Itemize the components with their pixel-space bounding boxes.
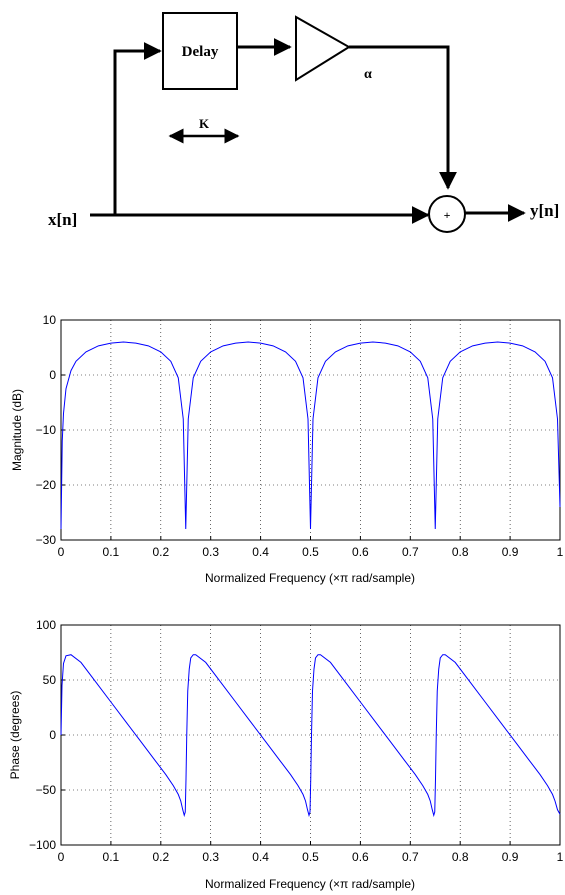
magnitude-y-label: Magnitude (dB)	[10, 389, 24, 471]
magnitude-y-tick-label: 10	[43, 313, 57, 327]
phase-x-label: Normalized Frequency (×π rad/sample)	[205, 877, 415, 891]
sum-label: +	[444, 208, 451, 222]
magnitude-x-tick-label: 0.2	[152, 545, 169, 559]
magnitude-x-tick-label: 0	[58, 545, 65, 559]
phase-x-tick-label: 0.1	[103, 850, 120, 864]
magnitude-y-tick-label: −10	[36, 423, 57, 437]
magnitude-y-tick-label: −30	[36, 533, 57, 547]
phase-x-tick-label: 0.9	[502, 850, 519, 864]
phase-y-tick-label: −50	[36, 783, 57, 797]
phase-y-label: Phase (degrees)	[8, 691, 22, 780]
phase-x-tick-label: 0.4	[252, 850, 269, 864]
magnitude-x-tick-label: 0.1	[103, 545, 120, 559]
input-label: x[n]	[48, 210, 77, 229]
phase-x-tick-label: 0.2	[152, 850, 169, 864]
phase-x-tick-label: 1	[557, 850, 564, 864]
delay-block	[162, 12, 238, 90]
phase-x-tick-label: 0.8	[452, 850, 469, 864]
magnitude-x-tick-label: 0.5	[302, 545, 319, 559]
phase-x-tick-label: 0	[58, 850, 65, 864]
magnitude-curve	[60, 341, 561, 530]
magnitude-x-label: Normalized Frequency (×π rad/sample)	[205, 571, 415, 585]
magnitude-x-tick-label: 1	[557, 545, 564, 559]
gain-to-sum-line	[349, 45, 457, 190]
gain-triangle	[295, 15, 351, 82]
magnitude-y-tick-label: 0	[49, 368, 56, 382]
magnitude-x-tick-label: 0.3	[202, 545, 219, 559]
phase-grid	[61, 625, 560, 845]
phase-x-tick-label: 0.3	[202, 850, 219, 864]
delay-label: Delay	[182, 44, 219, 60]
gain-label: α	[364, 67, 372, 82]
magnitude-x-tick-label: 0.7	[402, 545, 419, 559]
phase-plot: 0 0.1 0.2 0.3 0.4 0.5 0.6 0.7 0.8 0.9 1 −100 −50 0 50…	[8, 618, 564, 891]
phase-y-tick-label: 100	[36, 618, 56, 632]
magnitude-x-tick-label: 0.4	[252, 545, 269, 559]
phase-x-ticks: 0 0.1 0.2 0.3 0.4 0.5 0.6 0.7 0.8 0.9 1	[58, 841, 564, 864]
magnitude-plot: 0 0.1 0.2 0.3 0.4 0.5 0.6 0.7 0.8 0.9 1 −30 −20 −10 0…	[10, 313, 564, 585]
magnitude-y-tick-label: −20	[36, 478, 57, 492]
magnitude-x-tick-label: 0.9	[502, 545, 519, 559]
phase-x-tick-label: 0.6	[352, 850, 369, 864]
magnitude-x-tick-label: 0.8	[452, 545, 469, 559]
feedforward-branch	[113, 42, 162, 215]
phase-curve	[60, 654, 561, 818]
magnitude-grid	[61, 320, 560, 540]
phase-y-tick-label: 50	[43, 673, 57, 687]
phase-y-ticks: −100 −50 0 50 100	[29, 618, 65, 852]
phase-y-tick-label: −100	[29, 838, 56, 852]
phase-x-tick-label: 0.5	[302, 850, 319, 864]
phase-x-tick-label: 0.7	[402, 850, 419, 864]
delay-amount-label: K	[199, 116, 210, 131]
phase-y-tick-label: 0	[49, 728, 56, 742]
block-diagram: Delay α K + x[n] y[n]	[48, 12, 559, 233]
magnitude-y-ticks: −30 −20 −10 0 10	[36, 313, 65, 547]
output-label: y[n]	[530, 201, 559, 220]
magnitude-x-ticks: 0 0.1 0.2 0.3 0.4 0.5 0.6 0.7 0.8 0.9 1	[58, 536, 564, 559]
magnitude-x-tick-label: 0.6	[352, 545, 369, 559]
